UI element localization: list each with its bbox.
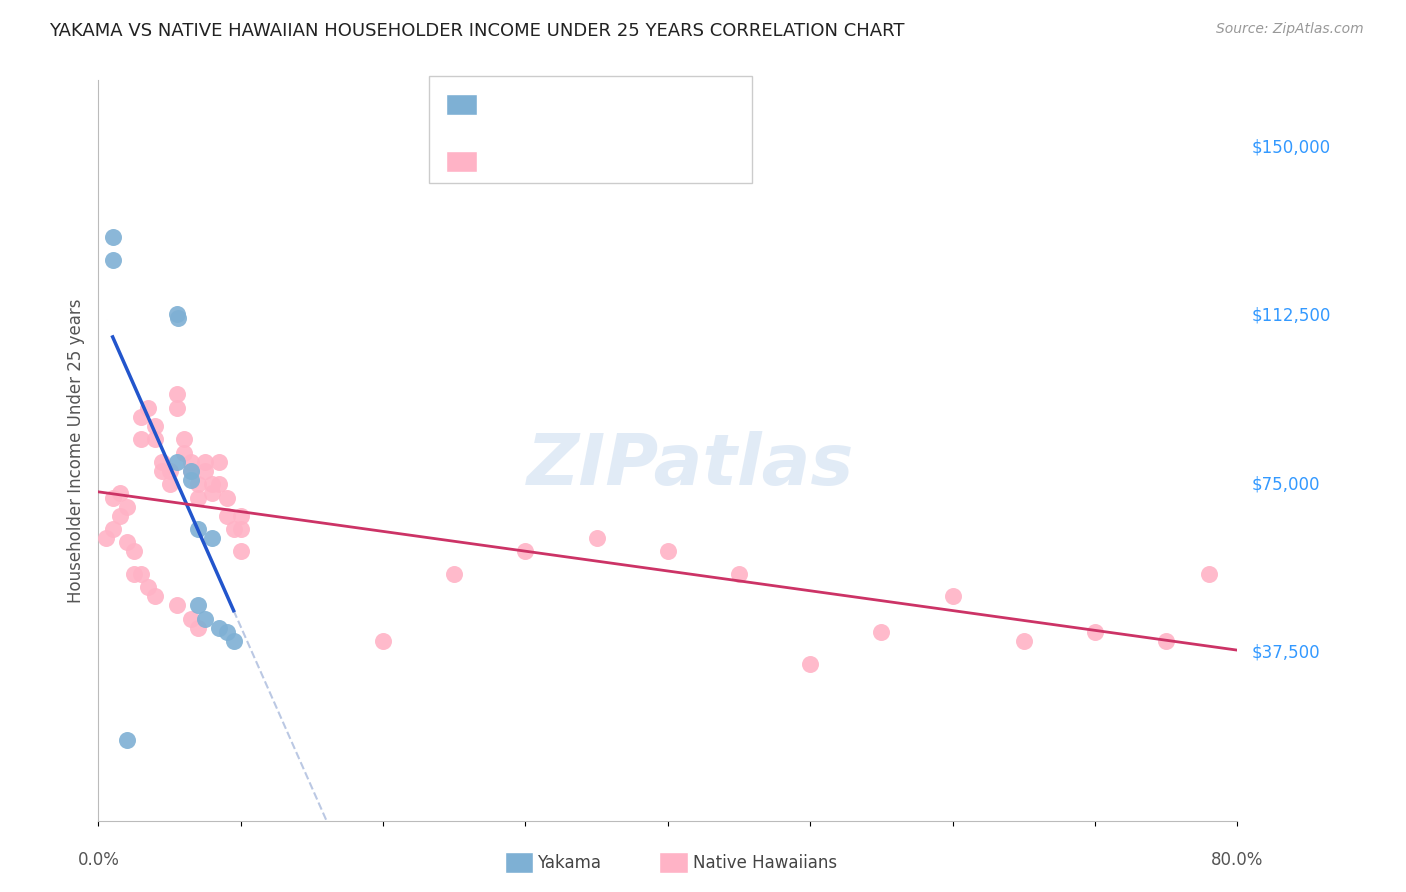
- Point: [515, 544, 537, 558]
- Point: [208, 621, 231, 635]
- Point: [115, 732, 138, 747]
- Text: 13: 13: [612, 95, 634, 113]
- Text: 80.0%: 80.0%: [1211, 851, 1264, 869]
- Point: [215, 508, 238, 523]
- Point: [115, 535, 138, 549]
- Text: R =: R =: [482, 95, 513, 113]
- Point: [799, 657, 821, 671]
- Point: [152, 455, 174, 469]
- Point: [108, 508, 131, 523]
- Point: [215, 625, 238, 640]
- Point: [166, 387, 188, 401]
- Point: [1012, 634, 1035, 648]
- Point: [159, 477, 181, 491]
- Text: R =: R =: [482, 153, 513, 170]
- Text: 0.0%: 0.0%: [77, 851, 120, 869]
- Point: [187, 522, 209, 536]
- Point: [222, 522, 245, 536]
- Text: Yakama: Yakama: [537, 854, 602, 871]
- Text: $75,000: $75,000: [1251, 475, 1320, 493]
- Point: [159, 464, 181, 478]
- Point: [229, 544, 252, 558]
- Point: [173, 446, 195, 460]
- Point: [115, 500, 138, 514]
- Text: Source: ZipAtlas.com: Source: ZipAtlas.com: [1216, 22, 1364, 37]
- Point: [1154, 634, 1177, 648]
- Point: [122, 566, 145, 581]
- Text: YAKAMA VS NATIVE HAWAIIAN HOUSEHOLDER INCOME UNDER 25 YEARS CORRELATION CHART: YAKAMA VS NATIVE HAWAIIAN HOUSEHOLDER IN…: [49, 22, 904, 40]
- Point: [136, 401, 159, 415]
- Point: [136, 580, 159, 594]
- Point: [108, 486, 131, 500]
- Point: [94, 531, 117, 545]
- Point: [187, 621, 209, 635]
- Point: [145, 589, 167, 603]
- Point: [122, 544, 145, 558]
- Point: [1084, 625, 1107, 640]
- Point: [208, 455, 231, 469]
- Text: $150,000: $150,000: [1251, 138, 1330, 157]
- Point: [129, 409, 152, 424]
- Point: [129, 566, 152, 581]
- Point: [1198, 566, 1220, 581]
- Point: [101, 522, 124, 536]
- Text: 0.314: 0.314: [520, 95, 572, 113]
- Point: [201, 486, 224, 500]
- Text: -0.034: -0.034: [516, 153, 575, 170]
- Point: [208, 477, 231, 491]
- Point: [167, 311, 190, 326]
- Point: [101, 491, 124, 505]
- Point: [870, 625, 893, 640]
- Point: [187, 491, 209, 505]
- Text: ZIPatlas: ZIPatlas: [527, 431, 855, 500]
- Point: [173, 432, 195, 446]
- Point: [194, 612, 217, 626]
- Point: [194, 455, 217, 469]
- Text: $37,500: $37,500: [1251, 643, 1320, 661]
- Text: 57: 57: [607, 153, 630, 170]
- Point: [194, 464, 217, 478]
- Point: [166, 455, 188, 469]
- Point: [180, 455, 202, 469]
- Y-axis label: Householder Income Under 25 years: Householder Income Under 25 years: [66, 298, 84, 603]
- Point: [180, 464, 202, 478]
- Point: [180, 612, 202, 626]
- Point: [585, 531, 607, 545]
- Text: $112,500: $112,500: [1251, 307, 1330, 325]
- Point: [166, 307, 188, 321]
- Point: [229, 508, 252, 523]
- Point: [187, 599, 209, 613]
- Point: [229, 522, 252, 536]
- Point: [201, 477, 224, 491]
- Point: [180, 464, 202, 478]
- Point: [222, 634, 245, 648]
- Point: [373, 634, 395, 648]
- Point: [657, 544, 679, 558]
- Point: [166, 401, 188, 415]
- Point: [152, 464, 174, 478]
- Point: [129, 432, 152, 446]
- Text: N =: N =: [576, 153, 607, 170]
- Point: [187, 477, 209, 491]
- Point: [443, 566, 465, 581]
- Point: [166, 599, 188, 613]
- Point: [942, 589, 965, 603]
- Point: [145, 432, 167, 446]
- Point: [728, 566, 751, 581]
- Text: N =: N =: [576, 95, 607, 113]
- Point: [201, 531, 224, 545]
- Point: [101, 252, 124, 267]
- Point: [180, 473, 202, 487]
- Point: [145, 418, 167, 433]
- Point: [101, 230, 124, 244]
- Point: [215, 491, 238, 505]
- Text: Native Hawaiians: Native Hawaiians: [693, 854, 838, 871]
